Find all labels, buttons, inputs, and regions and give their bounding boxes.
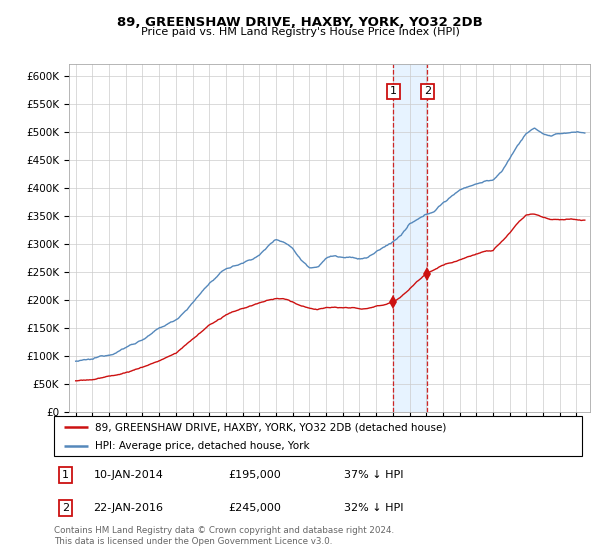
- Text: 89, GREENSHAW DRIVE, HAXBY, YORK, YO32 2DB: 89, GREENSHAW DRIVE, HAXBY, YORK, YO32 2…: [117, 16, 483, 29]
- Text: 37% ↓ HPI: 37% ↓ HPI: [344, 470, 404, 480]
- Text: HPI: Average price, detached house, York: HPI: Average price, detached house, York: [95, 441, 310, 451]
- FancyBboxPatch shape: [54, 416, 582, 456]
- Text: 1: 1: [62, 470, 69, 480]
- Bar: [393, 64, 427, 412]
- Text: 1: 1: [390, 86, 397, 96]
- Text: £195,000: £195,000: [228, 470, 281, 480]
- Text: £245,000: £245,000: [228, 503, 281, 513]
- Text: 2: 2: [62, 503, 69, 513]
- Text: 89, GREENSHAW DRIVE, HAXBY, YORK, YO32 2DB (detached house): 89, GREENSHAW DRIVE, HAXBY, YORK, YO32 2…: [95, 422, 446, 432]
- Text: Price paid vs. HM Land Registry's House Price Index (HPI): Price paid vs. HM Land Registry's House …: [140, 27, 460, 37]
- Text: 32% ↓ HPI: 32% ↓ HPI: [344, 503, 404, 513]
- Text: 10-JAN-2014: 10-JAN-2014: [94, 470, 163, 480]
- Text: 2: 2: [424, 86, 431, 96]
- Text: Contains HM Land Registry data © Crown copyright and database right 2024.
This d: Contains HM Land Registry data © Crown c…: [54, 526, 394, 546]
- Text: 22-JAN-2016: 22-JAN-2016: [94, 503, 164, 513]
